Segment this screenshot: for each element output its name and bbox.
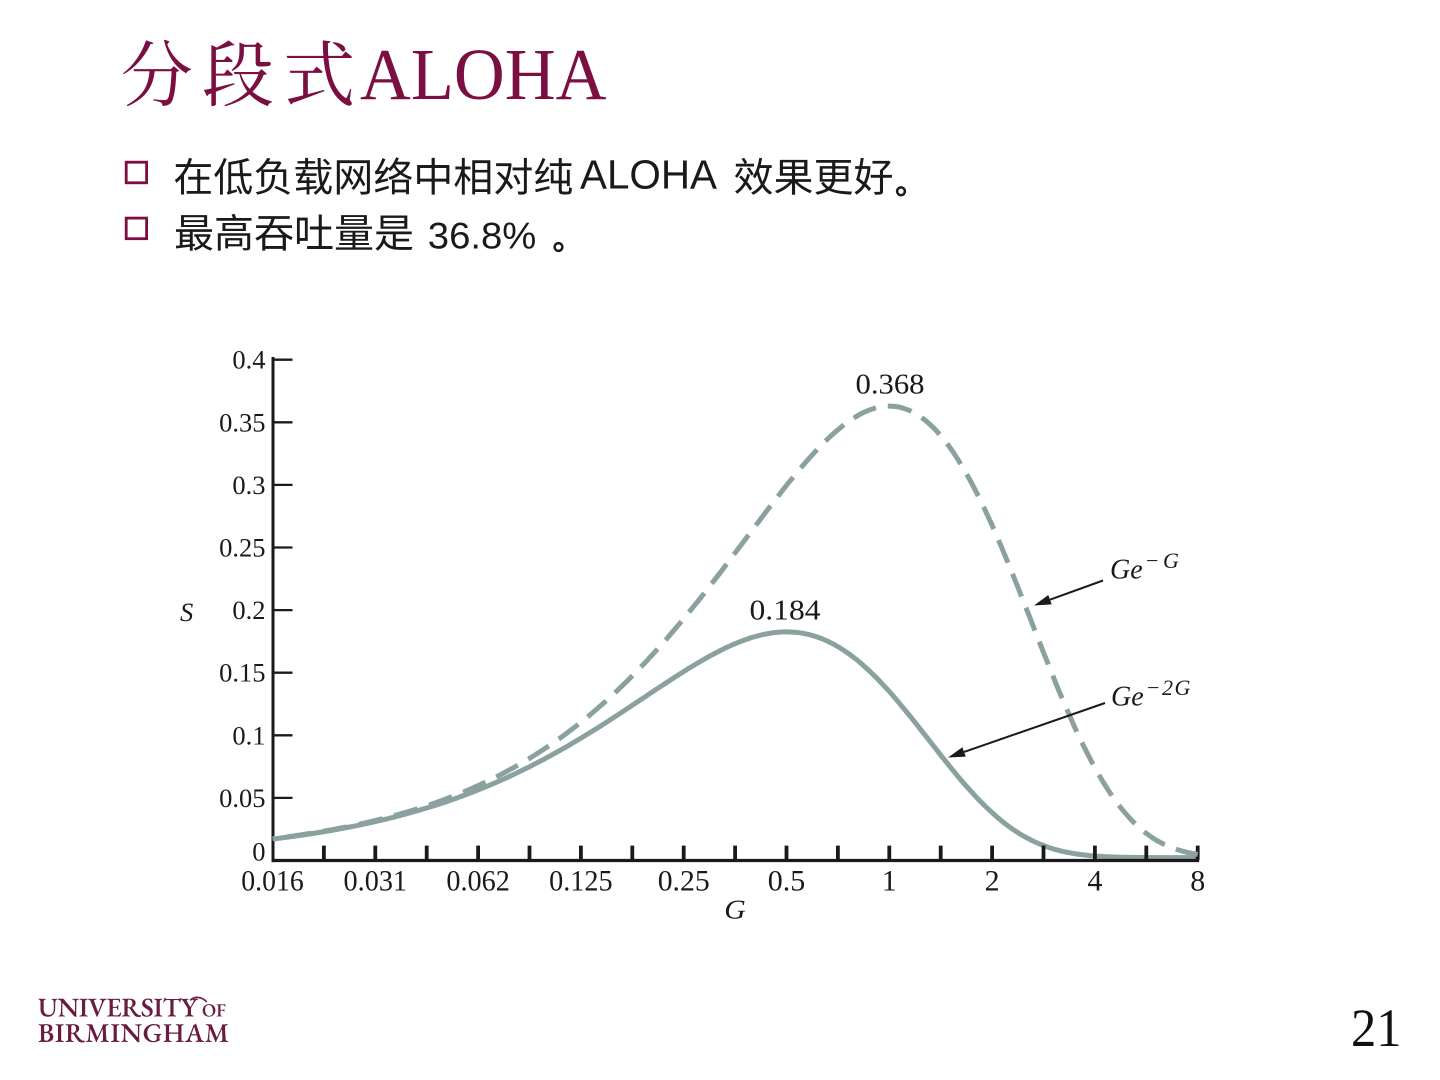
svg-text:2: 2 — [985, 865, 1000, 898]
svg-text:0.25: 0.25 — [658, 865, 710, 898]
svg-text:0.25: 0.25 — [219, 533, 265, 563]
svg-text:0.3: 0.3 — [232, 470, 265, 500]
svg-text:0.4: 0.4 — [232, 345, 265, 375]
svg-text:1: 1 — [882, 865, 897, 898]
svg-text:0.15: 0.15 — [219, 658, 265, 688]
svg-text:0.031: 0.031 — [344, 865, 408, 898]
svg-text:0: 0 — [252, 837, 265, 867]
svg-text:4: 4 — [1087, 865, 1102, 898]
svg-text:0.184: 0.184 — [750, 596, 821, 627]
svg-text:21: 21 — [1351, 998, 1402, 1058]
svg-text:ALOHA: ALOHA — [580, 152, 718, 198]
svg-text:36.8%: 36.8% — [428, 215, 537, 257]
svg-text:0.35: 0.35 — [219, 407, 265, 437]
svg-text:0.016: 0.016 — [241, 865, 304, 898]
svg-text:0.5: 0.5 — [768, 865, 806, 898]
svg-text:0.368: 0.368 — [856, 370, 925, 401]
svg-text:8: 8 — [1190, 865, 1205, 898]
svg-text:S: S — [180, 597, 193, 627]
svg-text:G: G — [724, 894, 746, 925]
svg-text:Ge−G: Ge−G — [1110, 548, 1182, 586]
svg-text:0.125: 0.125 — [549, 865, 613, 898]
svg-text:0.1: 0.1 — [232, 720, 265, 750]
svg-text:0.062: 0.062 — [446, 865, 510, 898]
svg-text:0.2: 0.2 — [232, 595, 265, 625]
svg-text:0.05: 0.05 — [219, 783, 265, 813]
svg-text:ALOHA: ALOHA — [360, 34, 607, 115]
